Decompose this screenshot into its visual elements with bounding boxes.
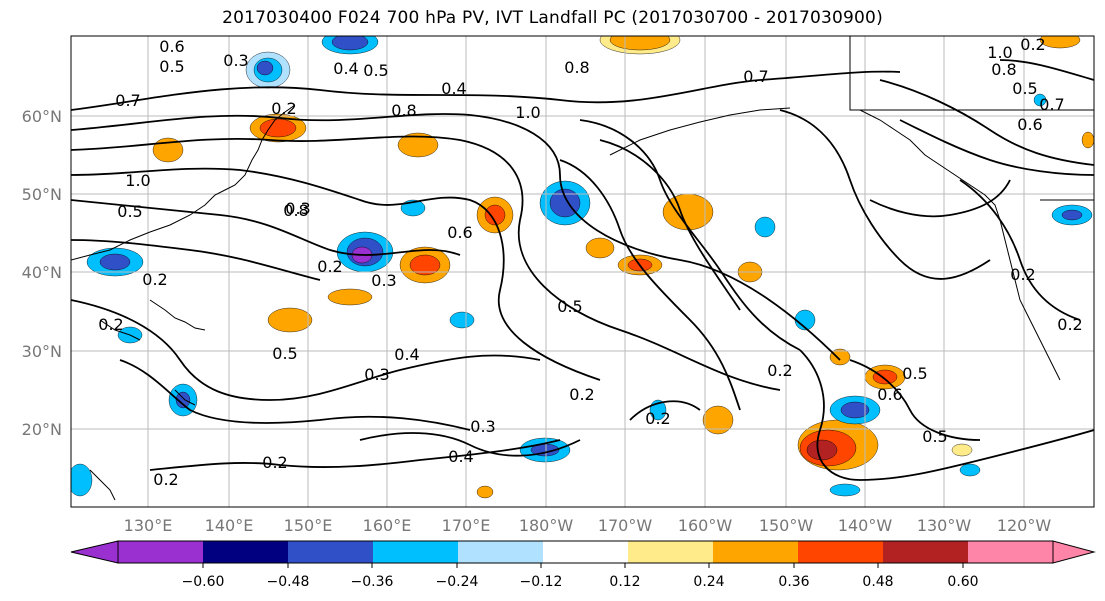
colorbar-tick-label: −0.12 xyxy=(520,574,563,590)
lon-tick-label: 170°E xyxy=(442,516,491,535)
contour-label: 0.8 xyxy=(564,58,589,77)
contour-label: 0.3 xyxy=(223,51,248,70)
colorbar-tick-label: −0.60 xyxy=(182,574,225,590)
colorbar-swatch xyxy=(968,541,1053,563)
contour-label: 0.2 xyxy=(153,470,178,489)
colorbar-tick-label: 0.24 xyxy=(693,574,724,590)
contour-label: 0.2 xyxy=(1020,35,1045,54)
contour-label: 0.3 xyxy=(285,199,310,218)
contour-labels: 0.60.5 0.3 0.4 0.5 0.80.70.70.20.41.00.81.0 0… xyxy=(98,35,1082,489)
contour-label: 0.5 xyxy=(363,61,388,80)
latitude-labels: 60°N 50°N 40°N 30°N 20°N xyxy=(22,107,62,439)
lat-tick-label: 40°N xyxy=(22,263,62,282)
contour-label: 0.2 xyxy=(645,409,670,428)
lon-tick-label: 140°W xyxy=(838,516,893,535)
colorbar-tick-label: 0.48 xyxy=(862,574,893,590)
contour-label: 0.2 xyxy=(767,361,792,380)
lon-tick-label: 130°E xyxy=(124,516,173,535)
lat-tick-label: 60°N xyxy=(22,107,62,126)
colorbar-swatch xyxy=(713,541,798,563)
lon-tick-label: 120°W xyxy=(997,516,1052,535)
lat-tick-label: 30°N xyxy=(22,342,62,361)
contour-label: 0.5 xyxy=(159,57,184,76)
contour-label: 0.6 xyxy=(1017,115,1042,134)
lon-tick-label: 130°W xyxy=(917,516,972,535)
colorbar-swatch xyxy=(798,541,883,563)
contour-label: 0.6 xyxy=(447,223,472,242)
contour-label: 0.7 xyxy=(115,91,140,110)
contour-label: 0.2 xyxy=(262,453,287,472)
colorbar-extend-min xyxy=(70,540,119,564)
colorbar-swatch xyxy=(118,541,203,563)
contour-label: 0.5 xyxy=(272,344,297,363)
colorbar-swatch xyxy=(203,541,288,563)
contour-label: 0.2 xyxy=(569,385,594,404)
contour-label: 0.8 xyxy=(283,201,308,220)
lon-tick-label: 150°E xyxy=(284,516,333,535)
colorbar-swatch xyxy=(628,541,713,563)
contour-label: 0.4 xyxy=(394,345,419,364)
colorbar-tick-label: 0.60 xyxy=(947,574,978,590)
colorbar-extend-max xyxy=(1052,540,1096,564)
contour-label: 0.5 xyxy=(902,364,927,383)
lon-tick-label: 160°E xyxy=(363,516,412,535)
colorbar-tick-label: 0.12 xyxy=(609,574,640,590)
contour-label: 0.4 xyxy=(448,447,473,466)
contour-label: 0.8 xyxy=(991,60,1016,79)
contour-label: 0.6 xyxy=(159,37,184,56)
colorbar-swatch xyxy=(883,541,968,563)
contour-label: 0.3 xyxy=(470,417,495,436)
contour-label: 0.7 xyxy=(743,67,768,86)
contour-label: 0.2 xyxy=(1057,315,1082,334)
contour-label: 0.2 xyxy=(317,257,342,276)
contour-label: 0.4 xyxy=(333,59,358,78)
lon-tick-label: 150°W xyxy=(759,516,814,535)
colorbar-tick-label: 0.36 xyxy=(778,574,809,590)
contour-label: 1.0 xyxy=(515,103,540,122)
lon-tick-label: 180°W xyxy=(519,516,574,535)
lon-tick-label: 160°W xyxy=(678,516,733,535)
colorbar-swatch xyxy=(373,541,458,563)
colorbar-swatch xyxy=(458,541,543,563)
colorbar-tick-labels: −0.60 −0.48 −0.36 −0.24 −0.12 0.12 0.24 0.36 0.4… xyxy=(182,563,979,590)
colorbar-swatch xyxy=(288,541,373,563)
colorbar-swatch xyxy=(543,541,628,563)
contour-label: 0.5 xyxy=(557,297,582,316)
contour-label: 1.0 xyxy=(987,43,1012,62)
contour-label: 0.5 xyxy=(922,427,947,446)
contour-label: 0.5 xyxy=(117,202,142,221)
pv-contours xyxy=(71,59,1094,481)
contour-label: 0.3 xyxy=(364,365,389,384)
contour-label: 0.4 xyxy=(441,79,466,98)
colorbar-tick-label: −0.48 xyxy=(267,574,310,590)
lat-tick-label: 50°N xyxy=(22,185,62,204)
contour-label: 1.0 xyxy=(125,171,150,190)
contour-label: 0.5 xyxy=(1012,79,1037,98)
lat-tick-label: 20°N xyxy=(22,420,62,439)
figure-title: 2017030400 F024 700 hPa PV, IVT Landfall… xyxy=(222,8,883,28)
lon-tick-label: 140°E xyxy=(205,516,254,535)
contour-label: 0.7 xyxy=(1039,95,1064,114)
contour-label: 0.2 xyxy=(98,315,123,334)
lon-tick-label: 170°W xyxy=(598,516,653,535)
contour-label: 0.2 xyxy=(271,99,296,118)
contour-label: 0.2 xyxy=(142,270,167,289)
shaded-anomalies xyxy=(71,36,1094,499)
colorbar-tick-label: −0.24 xyxy=(436,574,479,590)
map-frame xyxy=(70,35,1095,508)
contour-label: 0.8 xyxy=(391,101,416,120)
coastlines xyxy=(71,36,1094,501)
contour-label: 0.2 xyxy=(1010,265,1035,284)
longitude-labels: 130°E 140°E 150°E 160°E 170°E 180°W 170°W 160°W… xyxy=(124,516,1052,535)
colorbar-tick-label: −0.36 xyxy=(351,574,394,590)
contour-label: 0.3 xyxy=(371,271,396,290)
contour-label: 0.6 xyxy=(877,385,902,404)
colorbar xyxy=(70,540,1096,564)
